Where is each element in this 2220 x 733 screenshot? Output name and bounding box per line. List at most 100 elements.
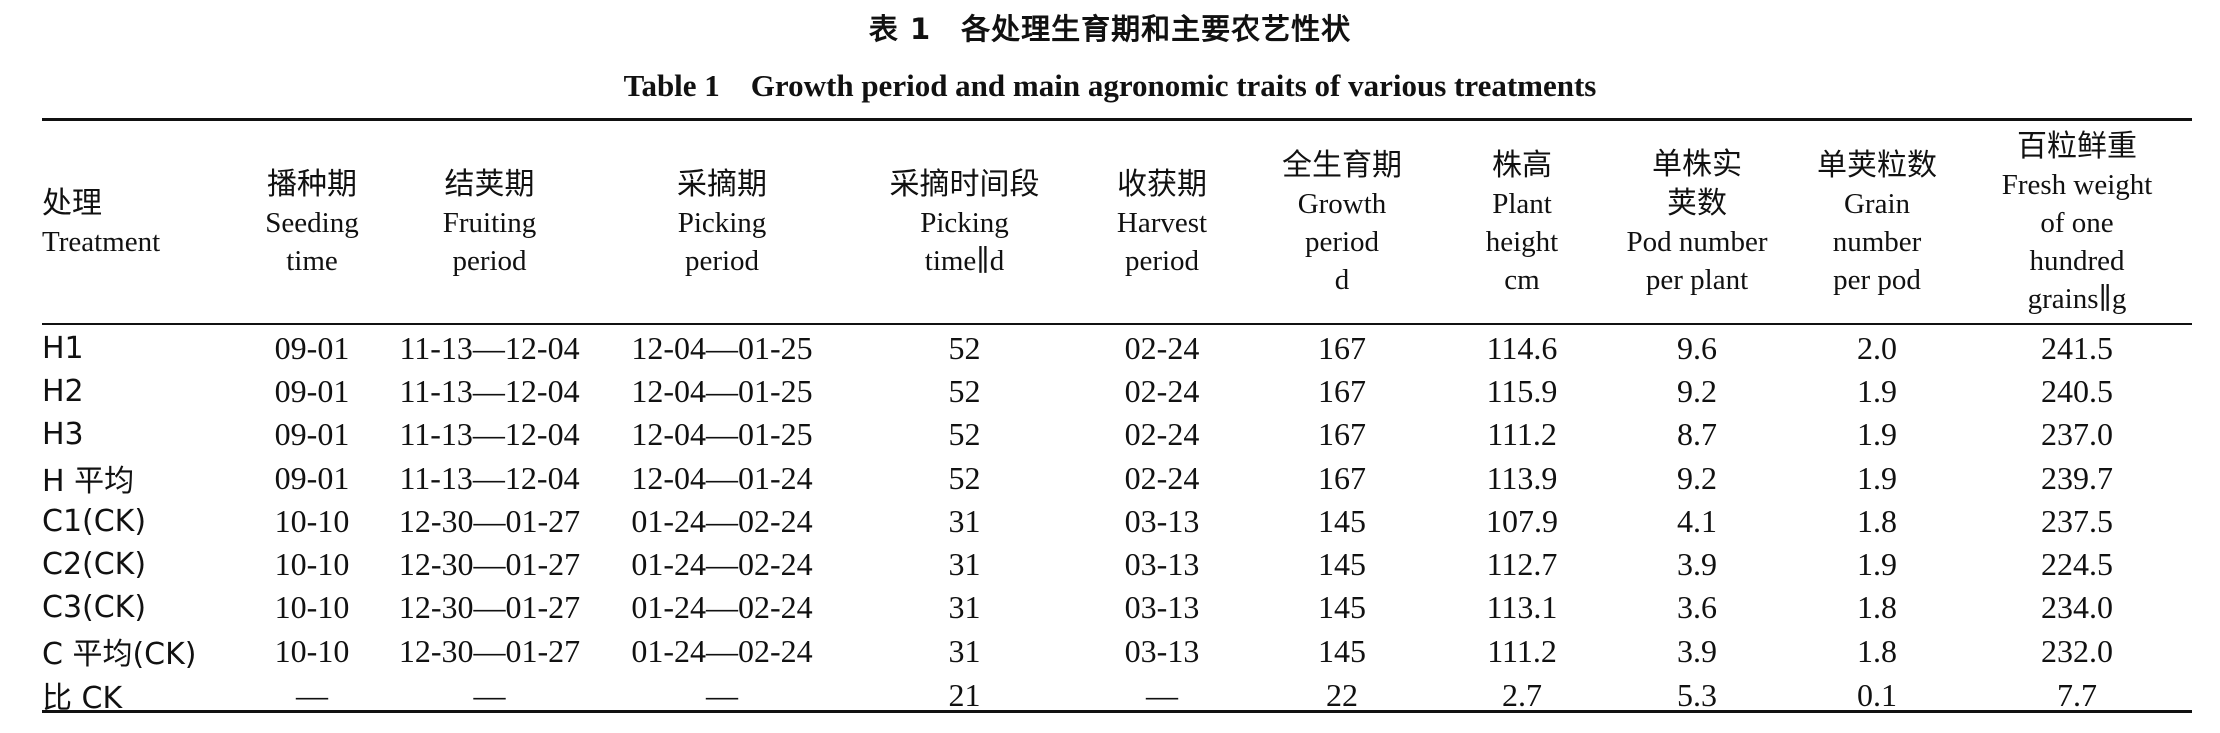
- column-header: 结荚期 Fruiting period: [382, 121, 597, 323]
- value-cell: 52: [948, 459, 981, 496]
- value-cell: 10-10: [274, 503, 350, 539]
- value-cell: 12-04—01-25: [631, 373, 813, 409]
- column-header: 采摘期 Picking period: [597, 121, 847, 323]
- column-header: 百粒鲜重 Fresh weight of one hundred grains∥g: [1962, 121, 2192, 323]
- value-cell: 02-24: [1124, 416, 1200, 452]
- value-cell: 21: [948, 676, 981, 713]
- treatment-cell: 比 CK: [42, 681, 123, 716]
- value-cell: 111.2: [1487, 416, 1557, 452]
- column-header-line: Fruiting: [442, 206, 537, 239]
- value-cell: 11-13—12-04: [399, 373, 580, 409]
- value-cell: 12-04—01-25: [631, 416, 813, 452]
- column-header-line: Pod number: [1626, 226, 1768, 258]
- column-header-line: Picking: [677, 206, 767, 239]
- value-cell: 232.0: [2041, 632, 2113, 669]
- column-header-line: Harvest: [1116, 206, 1208, 239]
- value-cell: 22: [1326, 676, 1358, 713]
- column-header: 单荚粒数 Grain number per pod: [1792, 121, 1962, 323]
- column-header-chinese: 全生育期: [1282, 147, 1402, 183]
- column-header-chinese: 单荚粒数: [1817, 147, 1937, 183]
- table-row: H 平均 09-01 11-13—12-04 12-04—01-24 52 02-24 16…: [42, 456, 2192, 500]
- value-cell: 02-24: [1124, 459, 1200, 496]
- header-rule: [42, 323, 2192, 325]
- table-row: C1(CK) 10-10 12-30—01-27 01-24—02-24 31 03-13…: [42, 500, 2192, 543]
- treatment-cell: H 平均: [42, 464, 135, 499]
- value-cell: —: [296, 676, 328, 713]
- column-header-line: height: [1485, 225, 1559, 258]
- value-cell: 237.0: [2041, 416, 2113, 452]
- header-row: 处理 Treatment 播种期 Seeding time 结荚期 Fruiting peri…: [42, 121, 2192, 323]
- value-cell: 1.8: [1857, 589, 1897, 625]
- value-cell: 234.0: [2041, 589, 2113, 625]
- value-cell: 1.9: [1857, 546, 1897, 582]
- value-cell: 2.7: [1502, 676, 1542, 713]
- column-header-line: time: [286, 244, 338, 277]
- column-header-line: of one: [2040, 206, 2114, 239]
- value-cell: 09-01: [274, 373, 350, 409]
- value-cell: 31: [948, 632, 981, 669]
- column-header-chinese: 播种期: [267, 166, 357, 202]
- treatment-cell: C1(CK): [42, 504, 147, 539]
- value-cell: 12-04—01-24: [631, 459, 813, 496]
- treatment-cell: H3: [42, 417, 84, 452]
- treatment-cell: C3(CK): [42, 590, 147, 625]
- value-cell: —: [706, 676, 738, 713]
- column-header: 单株实 荚数 Pod number per plant: [1602, 121, 1792, 323]
- value-cell: 02-24: [1124, 373, 1200, 409]
- value-cell: 9.2: [1677, 373, 1717, 409]
- value-cell: 09-01: [274, 459, 350, 496]
- value-cell: 113.1: [1486, 589, 1558, 625]
- column-header: 全生育期 Growth period d: [1242, 121, 1442, 323]
- bottom-rule: [42, 710, 2192, 713]
- value-cell: 03-13: [1124, 503, 1200, 539]
- value-cell: 241.5: [2041, 330, 2113, 366]
- column-header-line: Fresh weight: [2001, 168, 2153, 201]
- column-header-line: grains∥g: [2027, 282, 2127, 315]
- value-cell: —: [1146, 676, 1178, 713]
- value-cell: 03-13: [1124, 589, 1200, 625]
- treatment-cell: H1: [42, 331, 84, 366]
- column-header-line: Plant: [1492, 187, 1552, 220]
- value-cell: 115.9: [1486, 373, 1558, 409]
- value-cell: 12-30—01-27: [398, 503, 581, 539]
- value-cell: 3.9: [1677, 546, 1717, 582]
- column-header: 采摘时间段 Picking time∥d: [847, 121, 1082, 323]
- column-header-chinese: 采摘时间段: [889, 166, 1040, 202]
- column-header-chinese: 结荚期: [444, 166, 535, 202]
- table-row: C2(CK) 10-10 12-30—01-27 01-24—02-24 31 03-13…: [42, 543, 2192, 586]
- value-cell: 10-10: [274, 546, 350, 582]
- value-cell: 240.5: [2041, 373, 2113, 409]
- value-cell: 114.6: [1486, 330, 1558, 366]
- table-row: C 平均(CK) 10-10 12-30—01-27 01-24—02-24 31 03-…: [42, 629, 2192, 673]
- column-header-chinese: 百粒鲜重: [2017, 128, 2137, 164]
- value-cell: 237.5: [2041, 503, 2113, 539]
- column-header-chinese: 处理: [42, 185, 102, 221]
- value-cell: —: [473, 676, 506, 713]
- value-cell: 11-13—12-04: [399, 330, 580, 366]
- table-row: C3(CK) 10-10 12-30—01-27 01-24—02-24 31 03-13…: [42, 586, 2192, 629]
- value-cell: 10-10: [274, 632, 350, 669]
- column-header: 播种期 Seeding time: [242, 121, 382, 323]
- value-cell: 167: [1318, 416, 1366, 452]
- value-cell: 52: [948, 330, 981, 366]
- value-cell: 1.8: [1857, 503, 1897, 539]
- value-cell: 12-30—01-27: [398, 589, 581, 625]
- value-cell: 1.9: [1857, 416, 1897, 452]
- value-cell: 145: [1318, 632, 1366, 669]
- column-header-line: Picking: [920, 206, 1009, 239]
- value-cell: 31: [948, 589, 981, 625]
- table-title-chinese: 表 1 各处理生育期和主要农艺性状: [868, 12, 1352, 46]
- value-cell: 01-24—02-24: [631, 589, 813, 625]
- value-cell: 113.9: [1486, 459, 1558, 496]
- value-cell: 112.7: [1486, 546, 1558, 582]
- column-header-chinese: 采摘期: [677, 166, 767, 202]
- table-body: H1 09-01 11-13—12-04 12-04—01-25 52 02-24 167 1…: [42, 323, 2192, 717]
- value-cell: 9.6: [1677, 330, 1717, 366]
- value-cell: 4.1: [1677, 503, 1717, 539]
- treatment-cell: C2(CK): [42, 547, 147, 582]
- value-cell: 224.5: [2041, 546, 2113, 582]
- treatment-cell: C 平均(CK): [42, 637, 197, 672]
- table-row: H2 09-01 11-13—12-04 12-04—01-25 52 02-24 167 1…: [42, 370, 2192, 413]
- value-cell: 12-30—01-27: [398, 632, 581, 669]
- value-cell: 5.3: [1677, 676, 1717, 713]
